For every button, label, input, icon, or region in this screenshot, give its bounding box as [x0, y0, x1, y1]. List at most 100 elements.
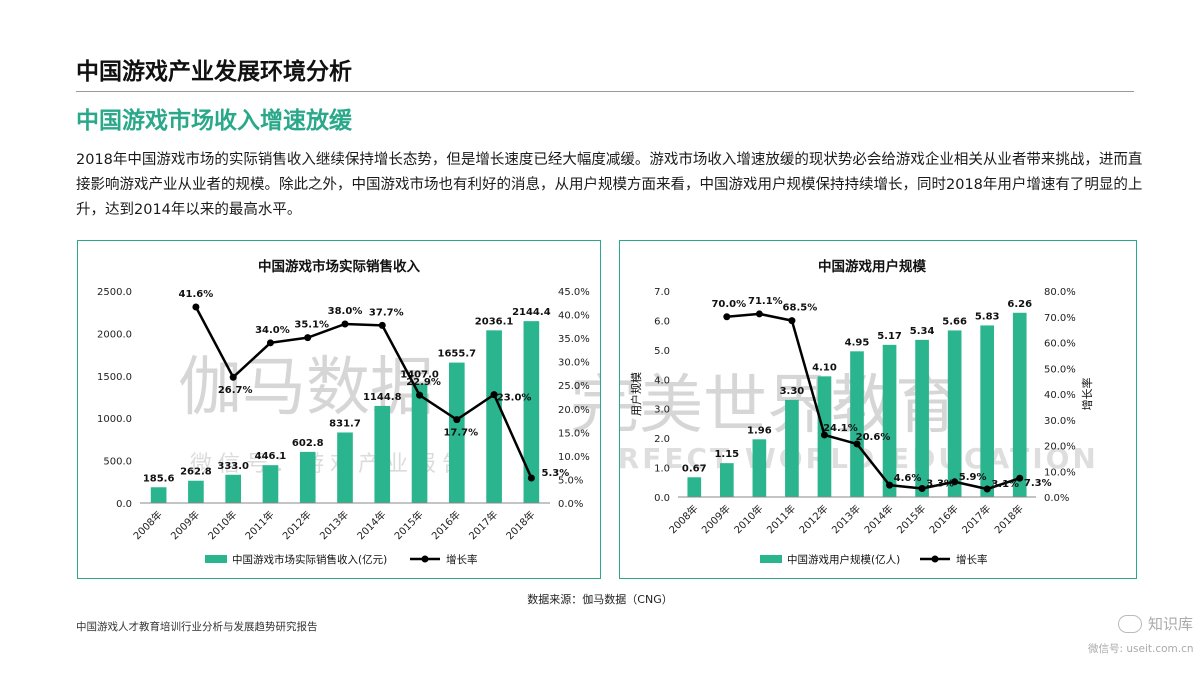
bar-value-label: 5.66	[942, 316, 967, 327]
bar-value-label: 831.7	[329, 418, 361, 429]
bar-value-label: 5.83	[975, 311, 1000, 322]
legend-line-marker	[931, 555, 939, 563]
y-right-tick-label: 70.0%	[1044, 313, 1076, 324]
growth-rate-label: 38.0%	[328, 306, 363, 317]
growth-rate-point	[853, 440, 861, 448]
bar-value-label: 0.67	[682, 463, 707, 474]
watermark-gamma: 伽马数据	[178, 351, 434, 425]
x-tick-label: 2011年	[242, 508, 276, 542]
bar-value-label: 6.26	[1007, 299, 1032, 310]
y-right-tick-label: 10.0%	[558, 452, 590, 463]
growth-rate-label: 37.7%	[369, 307, 404, 318]
bar-value-label: 1655.7	[438, 349, 477, 360]
y-right-tick-label: 80.0%	[1044, 287, 1076, 298]
y-right-tick-label: 25.0%	[558, 381, 590, 392]
bar-2011年	[785, 399, 799, 497]
growth-rate-label: 5.9%	[959, 472, 987, 483]
bar-value-label: 1144.8	[363, 392, 402, 403]
bar-2018年	[523, 321, 540, 503]
y-left-tick-label: 2000.0	[97, 329, 132, 340]
y-left-tick-label: 500.0	[103, 457, 132, 468]
summary-paragraph: 2018年中国游戏市场的实际销售收入继续保持增长态势，但是增长速度已经大幅度减缓…	[76, 152, 1143, 218]
bar-value-label: 1.15	[714, 449, 739, 460]
y-right-tick-label: 40.0%	[1044, 390, 1076, 401]
x-tick-label: 2013年	[317, 508, 351, 542]
chart-title: 中国游戏用户规模	[818, 258, 926, 275]
bar-value-label: 1.96	[747, 425, 772, 436]
bar-2017年	[486, 330, 502, 503]
y-right-tick-label: 5.0%	[558, 475, 583, 486]
growth-rate-line	[194, 306, 533, 479]
section-subtitle: 中国游戏市场收入增速放缓	[76, 108, 352, 134]
legend-bar-swatch	[760, 555, 782, 563]
y-left-tick-label: 1.0	[654, 464, 670, 475]
y-right-tick-label: 35.0%	[558, 334, 590, 345]
footer-report-title: 中国游戏人才教育培训行业分析与发展趋势研究报告	[76, 621, 318, 633]
legend-line-marker	[421, 555, 429, 563]
y-left-tick-label: 7.0	[654, 287, 670, 298]
legend-bar-swatch	[205, 555, 227, 563]
legend-line-label: 增长率	[446, 553, 478, 566]
bar-value-label: 262.8	[180, 467, 212, 478]
legend-bar-label: 中国游戏市场实际销售收入(亿元)	[232, 553, 387, 566]
x-tick-label: 2015年	[391, 508, 425, 542]
y-right-tick-label: 60.0%	[1044, 339, 1076, 350]
growth-rate-point	[755, 310, 763, 318]
y-right-tick-label: 15.0%	[558, 428, 590, 439]
growth-rate-label: 24.1%	[823, 423, 858, 434]
bar-2009年	[719, 463, 734, 497]
legend-line-label: 增长率	[956, 553, 988, 566]
users-chart-panel: 完美世界教育PERFECT WORLD EDUCATION中国游戏用户规模0.0…	[619, 240, 1137, 579]
bar-2017年	[980, 325, 995, 497]
y-left-tick-label: 0.0	[654, 493, 670, 504]
growth-rate-label: 3.3%	[926, 479, 954, 490]
x-tick-label: 2016年	[926, 502, 960, 536]
bar-value-label: 333.0	[217, 461, 249, 472]
revenue-chart: 伽马数据微信号：游戏产业报告完美中国游戏市场实际销售收入0.0500.01000…	[97, 258, 600, 566]
bar-2015年	[411, 383, 428, 503]
wechat-icon	[1118, 615, 1142, 633]
y-right-tick-label: 0.0%	[558, 499, 583, 510]
bar-2010年	[225, 474, 242, 503]
x-tick-label: 2018年	[992, 502, 1026, 536]
growth-rate-label: 7.3%	[1024, 478, 1052, 489]
growth-rate-label: 22.9%	[406, 377, 441, 388]
growth-rate-point	[788, 317, 796, 325]
bar-2009年	[188, 480, 204, 503]
growth-rate-point	[341, 320, 349, 328]
bar-2013年	[337, 432, 353, 503]
y-right-tick-label: 45.0%	[558, 287, 590, 298]
y-left-tick-label: 4.0	[654, 375, 670, 386]
bar-2014年	[882, 344, 897, 497]
x-tick-label: 2017年	[466, 508, 500, 542]
growth-rate-point	[229, 373, 237, 381]
x-tick-label: 2008年	[666, 502, 700, 536]
growth-rate-point	[1016, 474, 1024, 482]
y-right-tick-label: 30.0%	[558, 358, 590, 369]
x-tick-label: 2017年	[959, 502, 993, 536]
x-tick-label: 2014年	[354, 508, 388, 542]
growth-rate-label: 34.0%	[255, 325, 290, 336]
watermark-pw-left: 完美	[570, 369, 600, 443]
y-right-tick-label: 20.0%	[1044, 442, 1076, 453]
title-divider	[76, 91, 1134, 92]
growth-rate-label: 17.7%	[443, 428, 478, 439]
x-tick-label: 2009年	[699, 502, 733, 536]
bar-value-label: 602.8	[292, 438, 324, 449]
bar-value-label: 4.95	[845, 337, 870, 348]
y-right-axis-label: 增长率	[1080, 378, 1094, 411]
growth-rate-point	[378, 321, 386, 329]
x-tick-label: 2014年	[861, 502, 895, 536]
corner-brand: 知识库	[1148, 615, 1194, 633]
x-tick-label: 2016年	[429, 508, 463, 542]
y-right-tick-label: 10.0%	[1044, 467, 1076, 478]
y-left-tick-label: 5.0	[654, 346, 670, 357]
bar-value-label: 3.30	[780, 386, 805, 397]
growth-rate-point	[918, 485, 926, 493]
x-tick-label: 2018年	[503, 508, 537, 542]
growth-rate-label: 26.7%	[218, 385, 253, 396]
y-left-tick-label: 3.0	[654, 405, 670, 416]
growth-rate-point	[490, 391, 498, 399]
x-tick-label: 2012年	[280, 508, 314, 542]
growth-rate-label: 3.1%	[991, 479, 1019, 490]
